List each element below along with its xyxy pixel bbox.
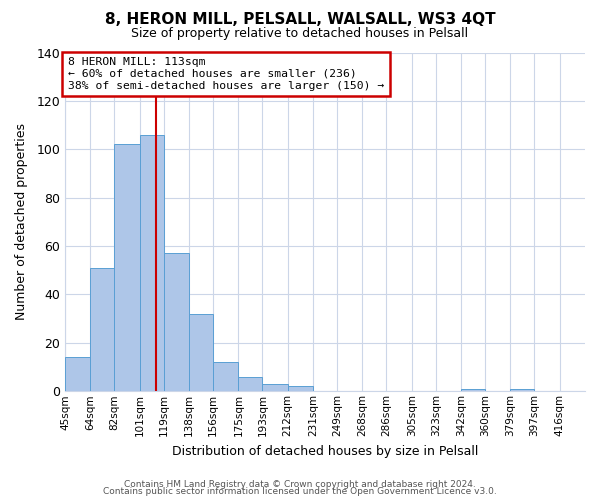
Y-axis label: Number of detached properties: Number of detached properties [15, 124, 28, 320]
Bar [288, 386, 313, 392]
Bar [91, 268, 115, 392]
Text: 8, HERON MILL, PELSALL, WALSALL, WS3 4QT: 8, HERON MILL, PELSALL, WALSALL, WS3 4QT [104, 12, 496, 28]
Bar [262, 384, 288, 392]
Bar [140, 135, 164, 392]
Text: Contains HM Land Registry data © Crown copyright and database right 2024.: Contains HM Land Registry data © Crown c… [124, 480, 476, 489]
Text: Contains public sector information licensed under the Open Government Licence v3: Contains public sector information licen… [103, 488, 497, 496]
Bar [189, 314, 213, 392]
Bar [115, 144, 140, 392]
Bar [511, 389, 535, 392]
Bar [238, 376, 262, 392]
Text: Size of property relative to detached houses in Pelsall: Size of property relative to detached ho… [131, 28, 469, 40]
Bar [213, 362, 238, 392]
Bar [461, 389, 485, 392]
X-axis label: Distribution of detached houses by size in Pelsall: Distribution of detached houses by size … [172, 444, 478, 458]
Bar [65, 358, 91, 392]
Bar [164, 254, 189, 392]
Text: 8 HERON MILL: 113sqm
← 60% of detached houses are smaller (236)
38% of semi-deta: 8 HERON MILL: 113sqm ← 60% of detached h… [68, 58, 384, 90]
